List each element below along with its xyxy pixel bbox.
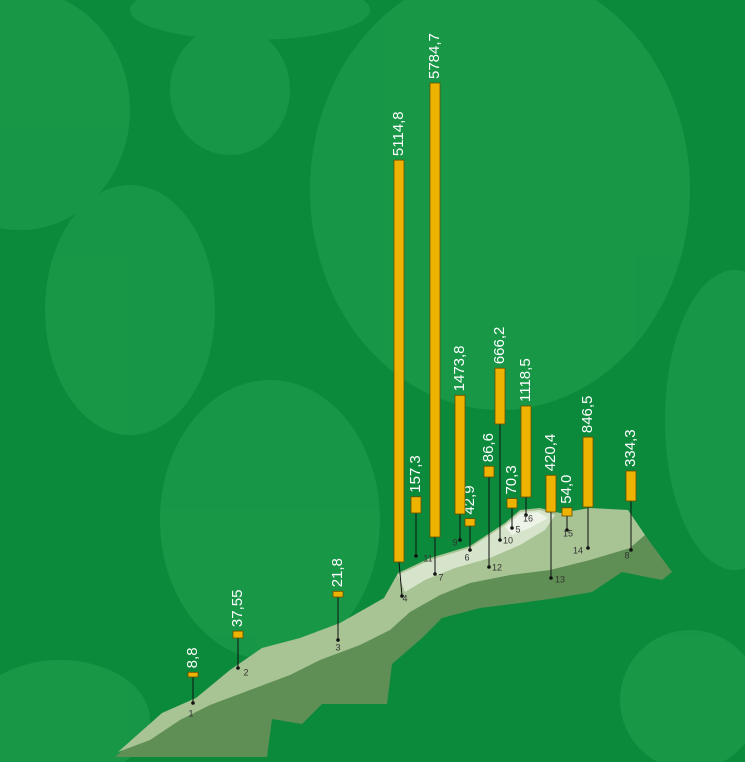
value-label: 1473,8 [451, 345, 468, 391]
bar [410, 496, 422, 514]
anchor-dot [336, 638, 340, 642]
value-label: 1118,5 [517, 358, 534, 402]
bar [582, 436, 594, 508]
anchor-dot [487, 565, 491, 569]
anchor-dot [414, 554, 418, 558]
value-label: 334,3 [622, 429, 639, 467]
region-label: 7 [438, 572, 443, 582]
anchor-dot [565, 528, 569, 532]
anchor-dot [468, 548, 472, 552]
bar [393, 159, 405, 563]
bar [506, 498, 518, 509]
region-label: 1 [188, 708, 193, 718]
region-label: 15 [563, 528, 573, 538]
anchor-dot [586, 546, 590, 550]
bar [464, 518, 476, 527]
region-label: 11 [423, 553, 432, 563]
region-label: 9 [452, 537, 457, 547]
region-label: 4 [402, 593, 407, 603]
value-label: 846,5 [579, 396, 596, 434]
value-label: 157,3 [407, 455, 424, 493]
value-label: 54,0 [558, 475, 575, 504]
value-label: 8,8 [184, 647, 201, 668]
anchor-dot [549, 576, 553, 580]
bar [561, 507, 573, 517]
value-label: 5784,7 [426, 33, 443, 79]
value-label: 86,6 [480, 433, 497, 462]
bar [545, 474, 557, 513]
value-label: 21,8 [329, 558, 346, 587]
map [115, 508, 672, 757]
anchor-dot [524, 513, 528, 517]
bar [232, 630, 244, 639]
region-label: 6 [464, 552, 469, 562]
bar [332, 590, 344, 598]
anchor-dot [498, 538, 502, 542]
value-label: 5114,8 [390, 111, 407, 156]
anchor-dot [400, 594, 404, 598]
region-label: 13 [555, 574, 565, 584]
anchor-dot [433, 572, 437, 576]
bar [494, 367, 506, 425]
bar [483, 465, 495, 478]
value-label: 420,4 [542, 434, 559, 472]
region-label: 3 [335, 642, 340, 652]
bar [187, 671, 199, 678]
region-label: 10 [503, 535, 513, 545]
region-label: 8 [624, 550, 629, 560]
value-label: 70,3 [503, 465, 520, 494]
leader-line [398, 561, 403, 597]
bar [625, 470, 637, 502]
bar [454, 394, 466, 515]
anchor-dot [458, 538, 462, 542]
region-label: 16 [523, 513, 533, 523]
region-label: 12 [492, 562, 502, 572]
anchor-dot [510, 526, 514, 530]
bar [520, 405, 532, 498]
region-label: 14 [573, 545, 583, 555]
anchor-dot [236, 666, 240, 670]
region-label: 5 [515, 524, 520, 534]
bar [429, 82, 441, 538]
value-label: 666,2 [491, 327, 508, 365]
value-label: 37,55 [229, 590, 246, 628]
anchor-dot [629, 548, 633, 552]
anchor-dot [191, 701, 195, 705]
region-label: 2 [243, 667, 248, 677]
